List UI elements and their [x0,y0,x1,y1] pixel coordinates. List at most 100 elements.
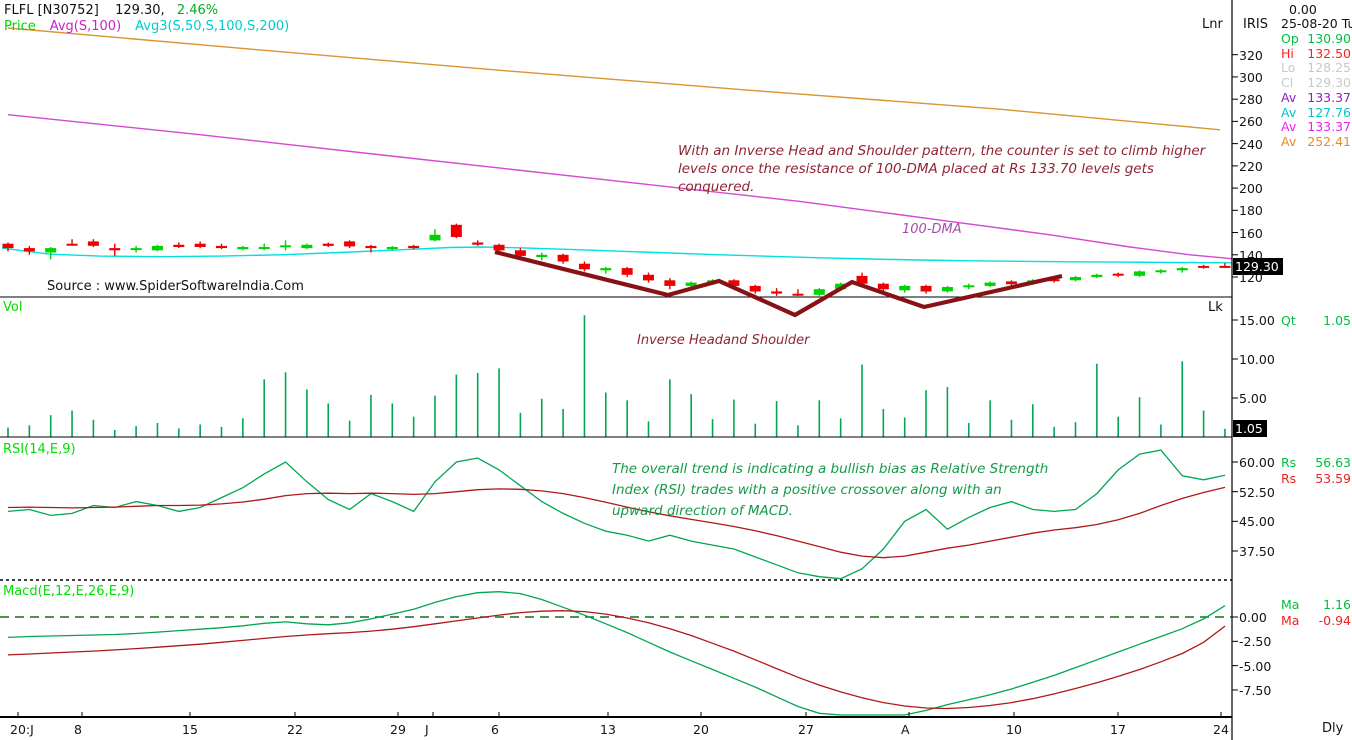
quote-row-value: 1.16 [1323,597,1351,612]
quote-row: Av 133.37 [1281,90,1351,105]
axis-tick-label: 15.00 [1239,313,1275,328]
annotation-line: The overall trend is indicating a bullis… [612,461,1049,477]
volume-pattern-label: Inverse Headand Shoulder [637,333,810,348]
axis-tick-label: 160 [1239,225,1263,241]
candle-body [578,263,590,270]
avg-50dma-line [1,246,1233,264]
inverse-hs-pattern-line[interactable] [494,249,1063,318]
quote-row-label: Cl [1281,75,1294,91]
last-price-text: 129.30, [115,3,165,18]
quote-row-label: Av [1281,119,1297,135]
candle-body [557,254,569,262]
x-axis-tick-label: 15 [182,722,198,737]
annotation-line: levels once the resistance of 100-DMA pl… [678,161,1154,177]
candle-body [792,293,804,296]
candlestick-series [2,223,1231,296]
candle-body [813,289,825,295]
candle-body [45,248,57,253]
indicator-legend: Price Avg(S,100) Avg3(S,50,S,100,S,200) [4,19,303,34]
candle-body [151,245,163,251]
axis-tick-label: 240 [1239,136,1263,152]
candle-body [2,243,14,249]
x-axis-tick-label: 8 [74,722,82,737]
candle-body [493,244,505,251]
x-axis-tick-label: 17 [1110,722,1126,737]
quote-row-value: 132.50 [1307,45,1351,61]
rsi-panel-label: RSI(14,E,9) [3,442,76,457]
axis-tick-label: -5.00 [1239,658,1272,674]
candle-body [1091,274,1103,277]
quote-row: Qt 1.05 [1281,313,1351,328]
volume-right-label[interactable]: Lk [1208,300,1223,315]
candle-body [1005,281,1017,285]
candle-body [643,274,654,281]
quote-row-label: Op [1281,31,1299,46]
candle-body [23,248,35,252]
quote-row-label: Rs [1281,471,1297,486]
macd-panel-label: Macd(E,12,E,26,E,9) [3,584,135,599]
avg-100dma-line [7,114,1233,260]
quote-row-value: -0.94 [1318,613,1351,628]
axis-tick-label: -2.50 [1239,634,1272,650]
quote-row: Rs 53.59 [1281,471,1351,486]
candle-body [1112,273,1124,276]
candle-body [109,248,121,251]
quote-row: Op 130.90 [1281,31,1351,46]
quote-row-value: 1.05 [1323,313,1351,328]
macd-macd-line [7,591,1226,716]
x-axis-tick-label: J [425,722,429,737]
x-axis-tick-label: 20:J [10,722,34,737]
candle-body [66,243,78,246]
candle-body [963,285,975,288]
axis-tick-label: 180 [1239,203,1263,219]
candle-body [536,254,548,257]
x-axis-tick-label: 10 [1006,722,1022,737]
header-row: FLFL [N30752] 129.30, 2.46% [4,3,218,18]
x-axis-tick-label: 20 [693,722,709,737]
quote-row-value: 129.30 [1307,75,1351,91]
candle-body [450,224,462,237]
axis-tick-label: 5.00 [1239,391,1267,406]
candle-body [87,241,99,246]
candle-body [1048,279,1060,282]
axis-tick-label: 0.00 [1239,610,1267,625]
annotation-line: With an Inverse Head and Shoulder patter… [678,143,1206,159]
x-axis-tick-label: 27 [798,722,814,737]
quote-row-label: Hi [1281,45,1294,61]
candle-body [856,275,868,284]
candle-body [173,244,185,247]
axis-tick-label: 52.50 [1239,484,1275,500]
axis-tick-label: 60.00 [1239,455,1275,470]
candle-body [984,282,996,286]
candle-body [301,244,313,249]
axis-tick-label: -7.50 [1239,682,1272,698]
rsi-annotation-note: The overall trend is indicating a bullis… [612,459,1048,522]
avg-200dma-line [7,27,1221,131]
periodicity-label[interactable]: Dly [1322,721,1344,736]
symbol-title: FLFL [N30752] [4,3,99,18]
candle-body [621,268,633,275]
axis-tick-label: 45.00 [1239,514,1275,530]
candle-body [322,243,334,246]
last-price-tag: 129.30 [1233,258,1283,275]
quote-row: Rs 56.63 [1281,455,1351,470]
legend-item: Price [4,19,36,34]
x-axis-tick-label: 6 [491,722,499,737]
candle-body [920,285,932,292]
axis-tick-label: 120 [1239,270,1263,285]
quote-date: 25-08-20 Tu [1281,16,1352,31]
candle-body [1155,270,1167,273]
candle-body [344,241,356,247]
scale-mode-label[interactable]: Lnr [1202,17,1223,32]
quote-row: Lo 128.25 [1281,60,1351,75]
rsi-rsi-line [7,449,1226,580]
candle-body [237,247,249,250]
candle-body [258,247,270,249]
quote-row: Av 133.37 [1281,119,1351,134]
axis-tick-label: 220 [1239,158,1263,174]
quote-row-value: 133.37 [1307,119,1351,135]
candle-body [408,245,420,249]
axis-tick-label: 10.00 [1239,352,1275,367]
